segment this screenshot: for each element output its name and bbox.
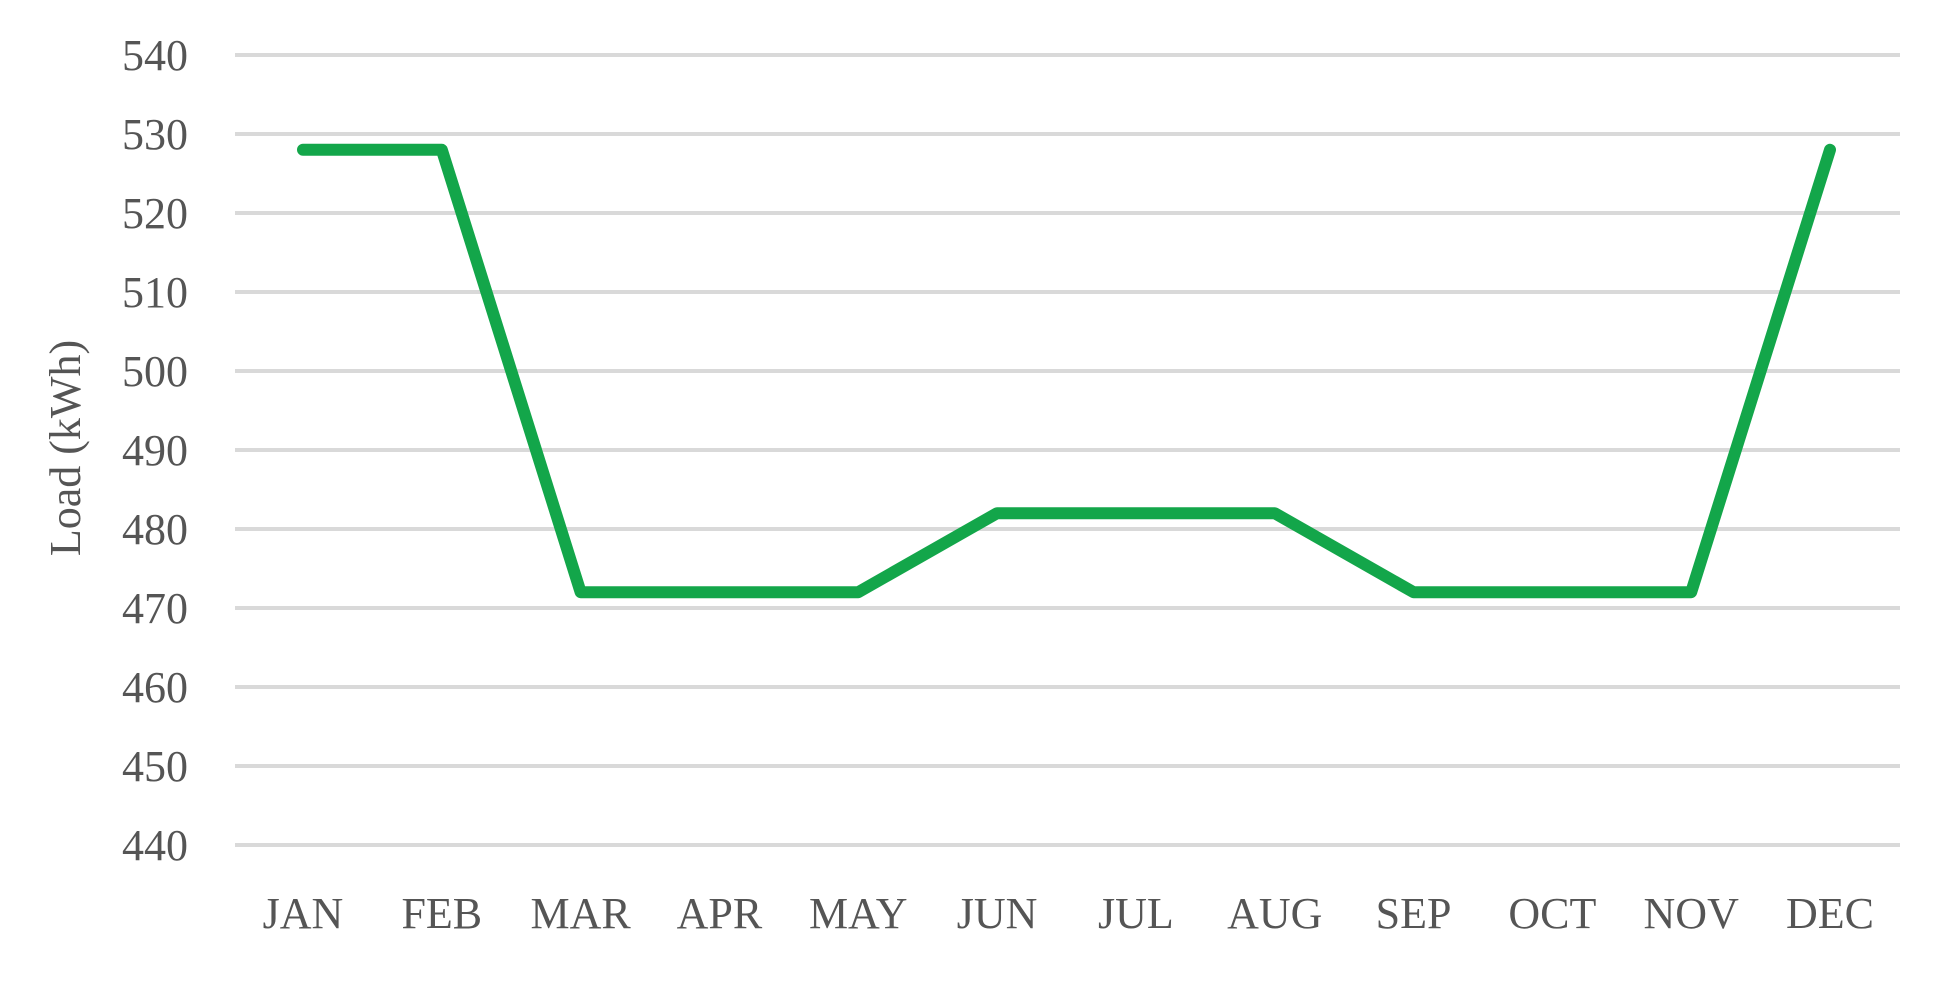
y-tick-label: 510 (122, 268, 188, 317)
y-tick-label: 440 (122, 821, 188, 870)
x-tick-label: JAN (263, 889, 344, 938)
x-axis-ticks: JAN FEB MAR APR MAY JUN JUL AUG SEP OCT NOV DEC (263, 889, 1874, 938)
series-layer (297, 143, 1836, 599)
y-axis-ticks: 440 450 460 470 480 490 500 510 520 530 540 (122, 31, 188, 870)
x-tick-label: OCT (1508, 889, 1596, 938)
y-tick-label: 500 (122, 347, 188, 396)
y-tick-label: 540 (122, 31, 188, 80)
gridlines (235, 53, 1900, 847)
x-tick-label: MAY (809, 889, 908, 938)
series-line (297, 143, 1836, 599)
x-tick-label: JUL (1098, 889, 1174, 938)
x-tick-label: JUN (957, 889, 1038, 938)
x-tick-label: AUG (1227, 889, 1322, 938)
y-tick-label: 450 (122, 742, 188, 791)
x-tick-label: SEP (1376, 889, 1452, 938)
y-axis-title: Load (kWh) (41, 340, 90, 556)
y-tick-label: 520 (122, 189, 188, 238)
x-tick-label: DEC (1786, 889, 1874, 938)
x-tick-label: MAR (531, 889, 632, 938)
y-tick-label: 530 (122, 110, 188, 159)
x-tick-label: NOV (1644, 889, 1740, 938)
y-tick-label: 460 (122, 663, 188, 712)
y-tick-label: 470 (122, 584, 188, 633)
y-tick-label: 490 (122, 426, 188, 475)
y-tick-label: 480 (122, 505, 188, 554)
x-tick-label: APR (677, 889, 763, 938)
x-tick-label: FEB (401, 889, 482, 938)
